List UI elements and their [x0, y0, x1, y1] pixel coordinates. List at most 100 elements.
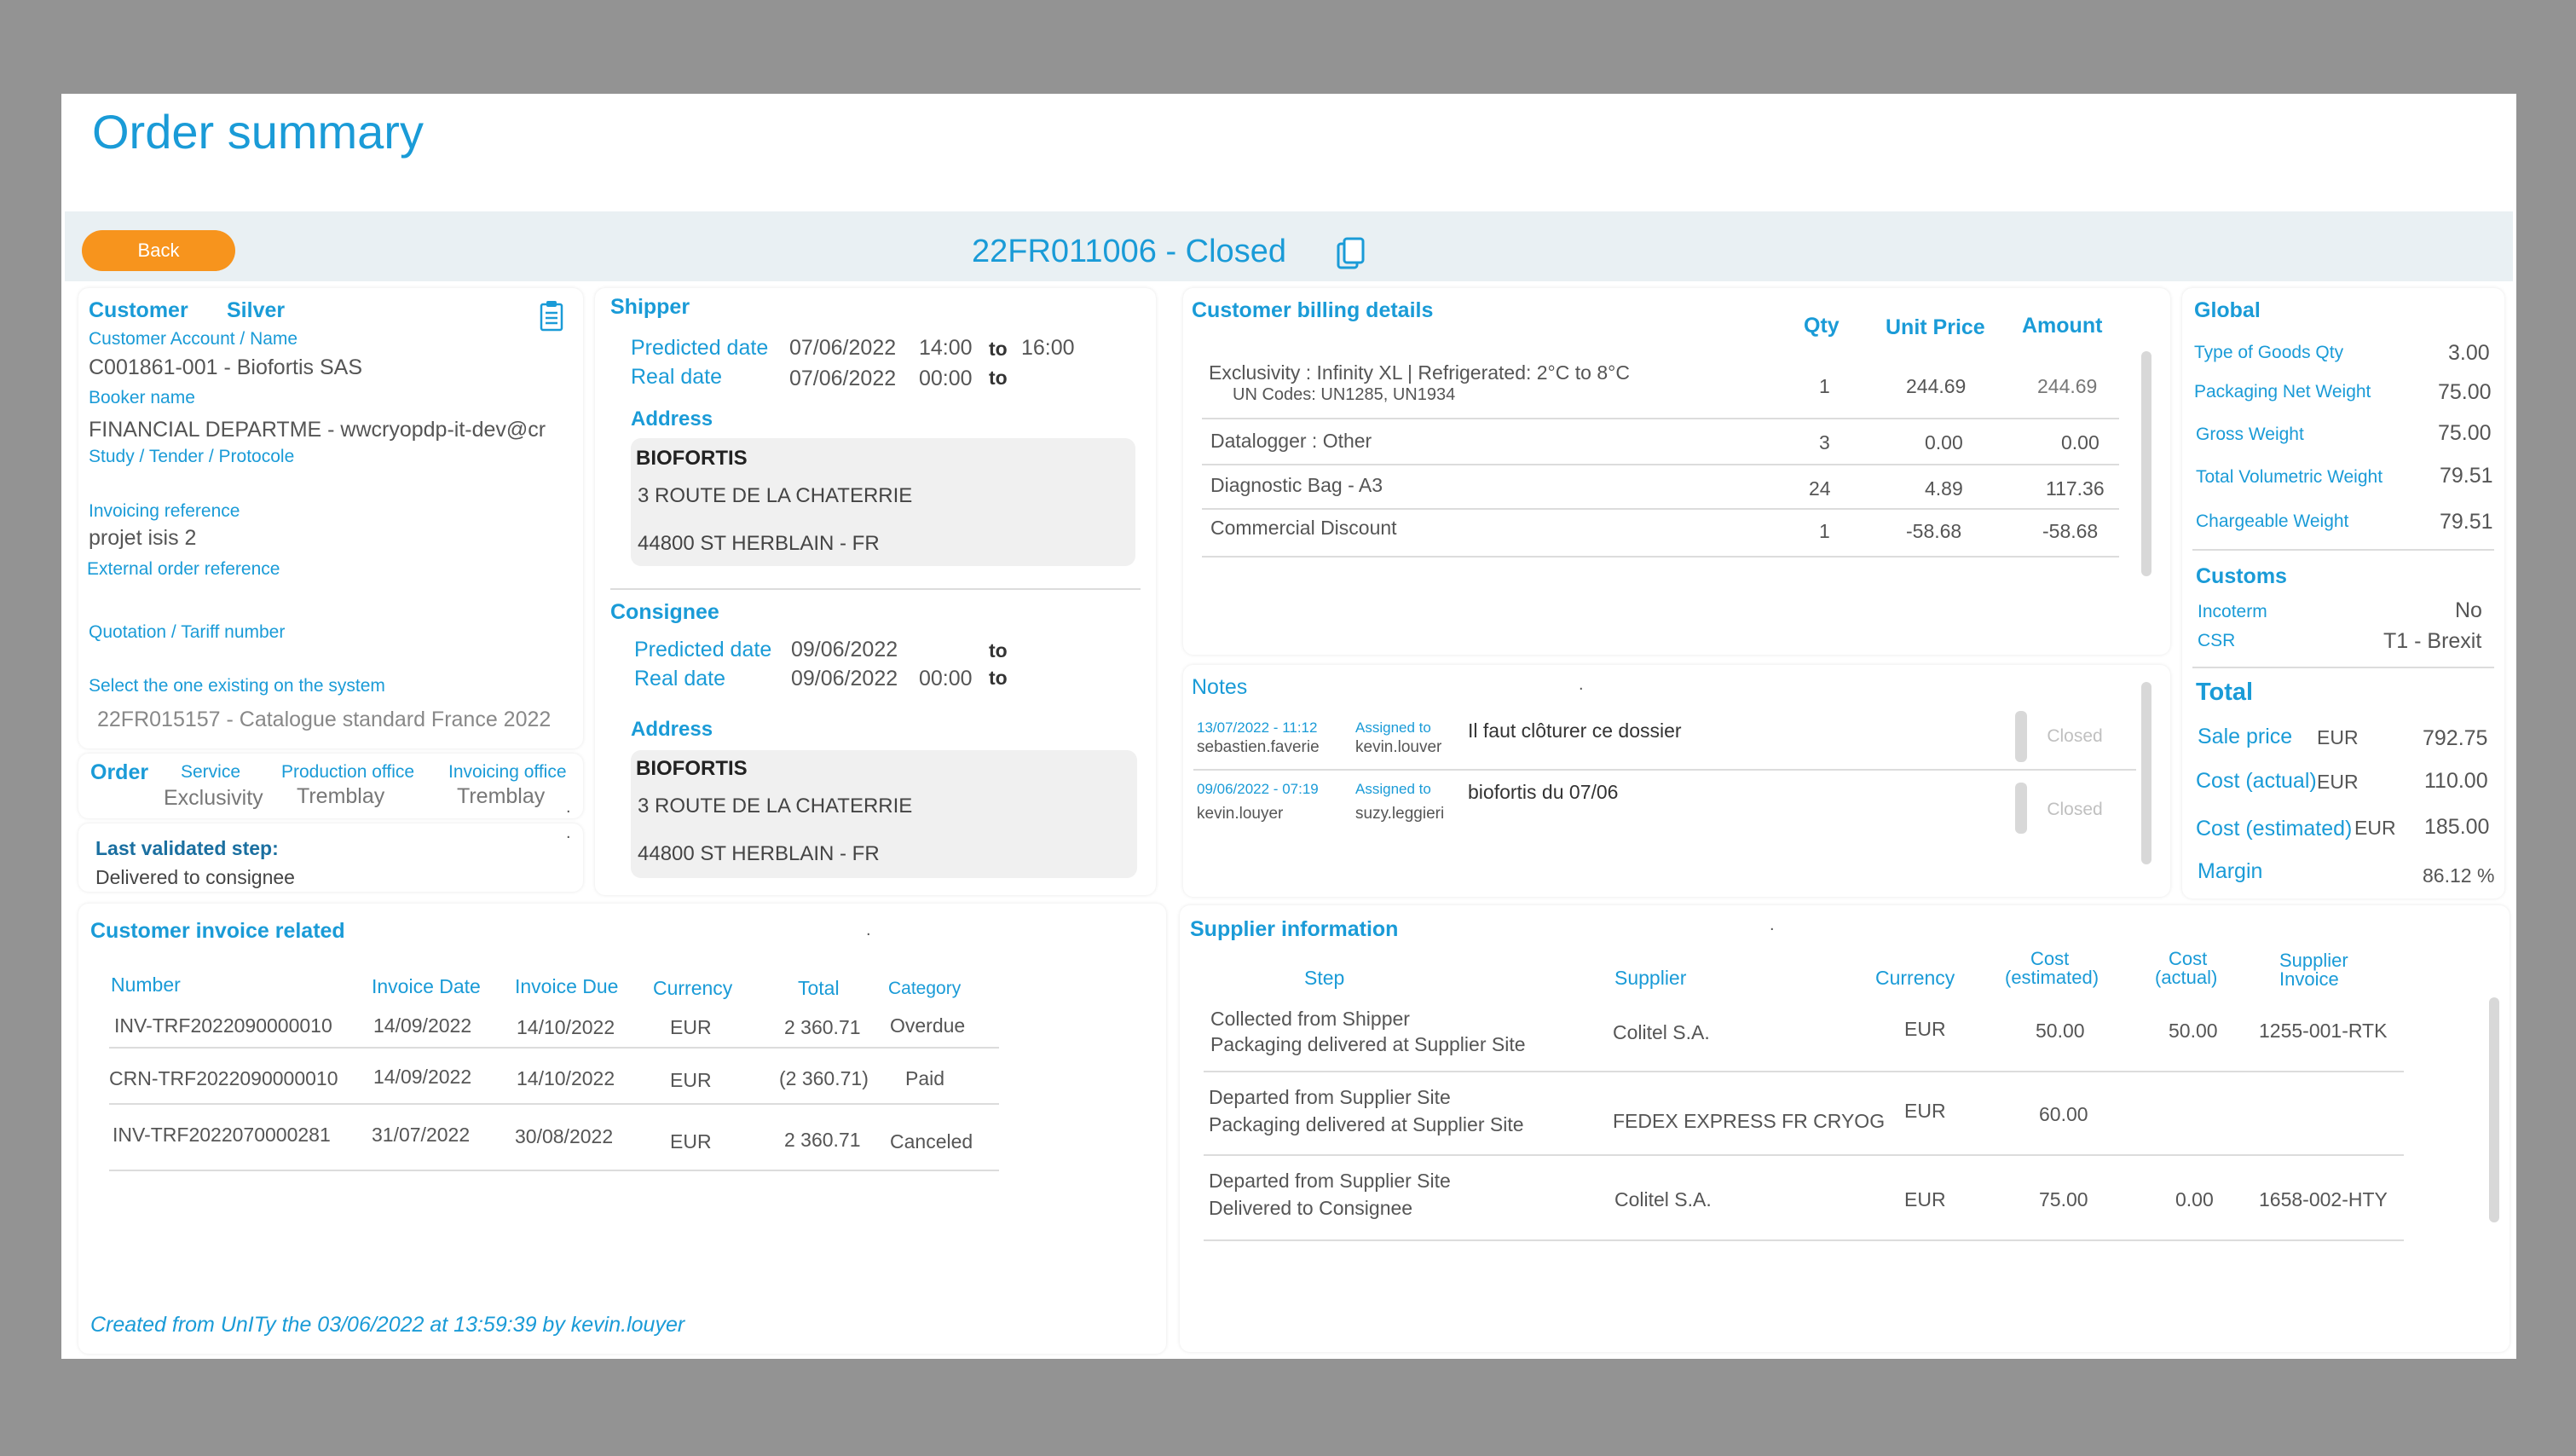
invoicing-ref-value: projet isis 2 — [89, 526, 197, 550]
service-value: Exclusivity — [164, 786, 263, 810]
note-assigned-label: Assigned to — [1355, 781, 1431, 797]
supplier-panel — [1180, 905, 2510, 1352]
invoice-currency-header: Currency — [653, 977, 733, 999]
global-panel — [2182, 288, 2504, 898]
total-title: Total — [2196, 679, 2254, 706]
note-assigned: suzy.leggieri — [1355, 805, 1445, 823]
csr-value: T1 - Brexit — [2383, 629, 2482, 653]
external-ref-label: External order reference — [87, 559, 280, 579]
booker-value: FINANCIAL DEPARTME - wwcryopdp-it-dev@cr — [89, 418, 546, 442]
shipper-predicted-to-word: to — [989, 338, 1008, 360]
notes-title: Notes — [1192, 675, 1248, 699]
billing-title: Customer billing details — [1192, 298, 1434, 322]
billing-row-unit: -58.68 — [1906, 520, 1962, 542]
note-assigned: kevin.louver — [1355, 738, 1442, 756]
customs-title: Customs — [2196, 564, 2287, 588]
notes-dot: . — [1579, 675, 1584, 694]
supplier-dot: . — [1770, 916, 1775, 934]
invoice-number[interactable]: INV-TRF2022090000010 — [114, 1014, 332, 1037]
global-row-label: Gross Weight — [2196, 425, 2304, 444]
billing-row-qty: 1 — [1819, 520, 1830, 542]
supplier-step-2: Packaging delivered at Supplier Site — [1209, 1113, 1524, 1135]
invoice-number-header: Number — [111, 974, 181, 996]
notes-scrollbar[interactable] — [2141, 682, 2151, 864]
incoterm-value: No — [2455, 598, 2482, 622]
note-status-handle[interactable] — [2015, 783, 2027, 834]
supplier-invoice-header-1: Supplier — [2279, 950, 2348, 971]
invoice-number[interactable]: CRN-TRF2022090000010 — [109, 1067, 338, 1089]
note-status[interactable]: Closed — [2047, 726, 2103, 746]
note-status[interactable]: Closed — [2047, 800, 2103, 819]
account-label: Customer Account / Name — [89, 329, 298, 349]
supplier-step-1: Collected from Shipper — [1210, 1008, 1410, 1030]
invoice-category-header: Category — [888, 979, 962, 998]
invoice-due: 14/10/2022 — [517, 1067, 615, 1089]
last-step-value: Delivered to consignee — [95, 866, 295, 888]
shipper-real-date: 07/06/2022 — [789, 367, 897, 390]
consignee-address-label: Address — [631, 718, 713, 741]
consignee-real-label: Real date — [634, 667, 726, 690]
supplier-cost-est-header-1: Cost — [2030, 948, 2070, 969]
select-quotation-value[interactable]: 22FR015157 - Catalogue standard France 2… — [97, 708, 552, 731]
invoice-due: 30/08/2022 — [515, 1125, 614, 1147]
back-button[interactable]: Back — [82, 230, 235, 271]
invoice-total: (2 360.71) — [779, 1067, 869, 1089]
divider — [2192, 549, 2494, 551]
total-row-currency: EUR — [2317, 726, 2359, 748]
note-assigned-label: Assigned to — [1355, 719, 1431, 736]
total-row-label: Sale price — [2198, 725, 2293, 748]
supplier-row-divider — [1204, 1071, 2404, 1072]
billing-row-divider — [1202, 556, 2119, 558]
billing-row-amount: 244.69 — [2037, 375, 2098, 397]
clipboard-icon[interactable] — [539, 300, 564, 332]
margin-label: Margin — [2198, 859, 2263, 883]
invoice-number[interactable]: INV-TRF2022070000281 — [113, 1124, 331, 1146]
service-label: Service — [181, 762, 241, 782]
supplier-invoice-header-2: Invoice — [2279, 968, 2339, 990]
shipper-address-name: BIOFORTIS — [636, 447, 748, 470]
invoice-panel — [78, 904, 1166, 1354]
total-row-label: Cost (actual) — [2196, 769, 2317, 793]
consignee-real-to-word: to — [989, 667, 1008, 689]
consignee-address-street: 3 ROUTE DE LA CHATERRIE — [638, 794, 913, 818]
supplier-currency: EUR — [1904, 1100, 1946, 1122]
supplier-cost-act-header-2: (actual) — [2155, 967, 2218, 988]
note-text: Il faut clôturer ce dossier — [1468, 719, 1682, 742]
study-label: Study / Tender / Protocole — [89, 447, 295, 466]
billing-scrollbar[interactable] — [2141, 351, 2151, 576]
supplier-step-1: Departed from Supplier Site — [1209, 1086, 1451, 1108]
note-status-handle[interactable] — [2015, 711, 2027, 762]
invoice-currency: EUR — [670, 1016, 712, 1038]
billing-amount-header: Amount — [2022, 314, 2103, 338]
billing-row-desc: Commercial Discount — [1210, 517, 1397, 539]
invoice-category: Overdue — [890, 1014, 966, 1037]
invoice-category: Paid — [905, 1067, 945, 1089]
consignee-real-date: 09/06/2022 — [791, 667, 898, 690]
total-row-value: 185.00 — [2424, 815, 2490, 839]
incoterm-label: Incoterm — [2198, 602, 2267, 621]
supplier-invoice: 1658-002-HTY — [2259, 1188, 2388, 1210]
divider — [610, 588, 1141, 590]
global-row-value: 3.00 — [2448, 341, 2490, 365]
billing-row-qty: 1 — [1819, 375, 1830, 397]
order-title: 22FR011006 - Closed — [972, 234, 1286, 269]
booker-label: Booker name — [89, 388, 195, 407]
supplier-cost-act: 0.00 — [2175, 1188, 2214, 1210]
production-office-label: Production office — [281, 762, 415, 782]
invoicing-office-value: Tremblay — [457, 784, 546, 808]
invoice-currency: EUR — [670, 1069, 712, 1091]
supplier-scrollbar[interactable] — [2489, 997, 2499, 1222]
invoice-total-header: Total — [798, 977, 840, 999]
select-quotation-label: Select the one existing on the system — [89, 676, 385, 696]
supplier-cost-est: 60.00 — [2039, 1103, 2088, 1125]
global-row-label: Packaging Net Weight — [2194, 382, 2371, 402]
invoice-due-header: Invoice Due — [515, 975, 619, 997]
consignee-predicted-to-word: to — [989, 639, 1008, 662]
invoice-total: 2 360.71 — [784, 1129, 861, 1151]
copy-icon[interactable] — [1337, 237, 1366, 271]
supplier-step-header: Step — [1304, 967, 1345, 989]
total-row-label: Cost (estimated) — [2196, 817, 2353, 841]
production-office-value: Tremblay — [297, 784, 385, 808]
supplier-invoice: 1255-001-RTK — [2259, 1020, 2388, 1042]
billing-row-desc: Exclusivity : Infinity XL | Refrigerated… — [1209, 361, 1630, 384]
